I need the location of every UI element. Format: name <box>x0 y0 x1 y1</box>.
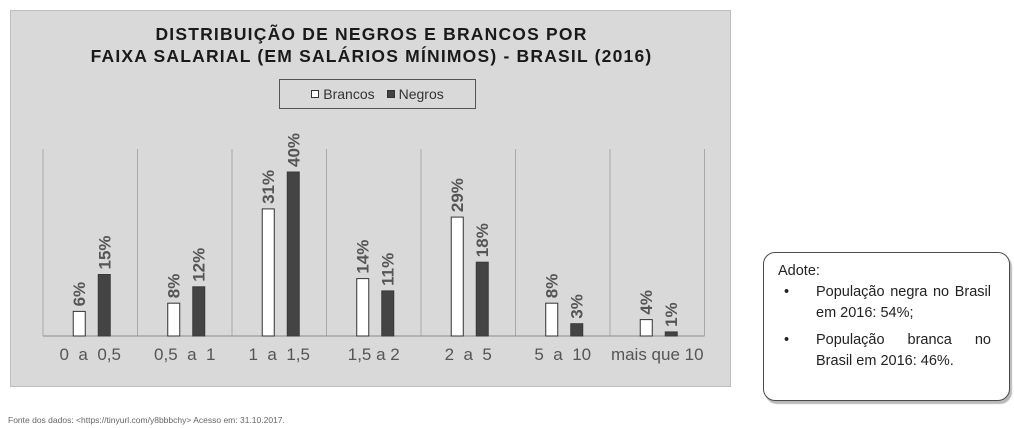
x-tick-label: 1,5 a 2 <box>348 345 400 364</box>
bullet-icon: • <box>784 332 790 348</box>
chart-title-line-1: DISTRIBUIÇÃO DE NEGROS E BRANCOS POR <box>155 24 588 44</box>
data-label-brancos: 31% <box>259 170 278 204</box>
adote-item-text: População branca no Brasil em 2016: 46%. <box>816 332 991 369</box>
data-label-brancos: 14% <box>354 240 373 274</box>
x-tick-label: 1 a 1,5 <box>249 345 310 364</box>
legend-label-negros: Negros <box>398 86 444 102</box>
bar-brancos <box>545 302 559 337</box>
chart-legend: Brancos Negros <box>279 79 476 109</box>
bar-negros <box>664 331 678 337</box>
adote-box: Adote: • População negra no Brasil em 201… <box>763 252 1010 401</box>
x-tick-label: 0 a 0,5 <box>60 345 121 364</box>
chart-panel: DISTRIBUIÇÃO DE NEGROS E BRANCOS POR FAI… <box>10 10 731 387</box>
x-tick-label: 2 a 5 <box>445 345 492 364</box>
data-label-negros: 12% <box>190 248 209 282</box>
adote-item-text: População negra no Brasil em 2016: 54%; <box>816 284 991 321</box>
legend-item-negros: Negros <box>386 86 444 102</box>
x-tick-label: 0,5 a 1 <box>154 345 215 364</box>
legend-swatch-negros <box>386 90 395 98</box>
legend-swatch-brancos <box>311 90 320 98</box>
data-label-brancos: 8% <box>543 274 562 299</box>
bar-brancos <box>167 302 181 337</box>
bullet-icon: • <box>784 284 790 300</box>
legend-label-brancos: Brancos <box>323 86 375 102</box>
chart-title-line-2: FAIXA SALARIAL (EM SALÁRIOS MÍNIMOS) - B… <box>90 46 653 66</box>
bar-chart-plot: 6% 15% 0 a 0,5 8% 12% 0,5 a 1 31% 40% 1 a 1,5 14%… <box>42 133 705 364</box>
bar-brancos <box>639 319 653 337</box>
data-label-brancos: 8% <box>165 274 184 299</box>
bar-brancos <box>356 278 370 337</box>
source-note: Fonte dos dados: <https://tinyurl.com/y8… <box>8 415 285 425</box>
bar-negros <box>286 171 300 337</box>
bar-brancos <box>261 208 275 337</box>
adote-list: • População negra no Brasil em 2016: 54%;… <box>778 282 991 372</box>
adote-item: • População negra no Brasil em 2016: 54%; <box>778 282 991 324</box>
data-label-negros: 40% <box>284 133 303 167</box>
bar-brancos <box>450 216 464 337</box>
bar-negros <box>570 323 584 337</box>
adote-item: • População branca no Brasil em 2016: 46%… <box>778 330 991 372</box>
legend-item-brancos: Brancos <box>311 86 375 102</box>
data-label-brancos: 29% <box>448 178 467 212</box>
data-label-negros: 15% <box>95 235 114 269</box>
data-label-brancos: 4% <box>637 290 656 315</box>
data-label-brancos: 6% <box>70 282 89 307</box>
data-label-negros: 1% <box>662 302 681 327</box>
x-tick-label: mais que 10 <box>611 345 704 364</box>
data-label-negros: 3% <box>568 294 587 319</box>
data-label-negros: 11% <box>379 253 398 286</box>
bar-brancos <box>72 310 86 337</box>
data-label-negros: 18% <box>473 223 492 257</box>
bar-negros <box>475 261 489 337</box>
bar-negros <box>192 286 206 337</box>
chart-title: DISTRIBUIÇÃO DE NEGROS E BRANCOS POR FAI… <box>11 23 732 67</box>
x-tick-label: 5 a 10 <box>534 345 591 364</box>
bar-negros <box>381 290 395 337</box>
adote-title: Adote: <box>778 263 820 279</box>
bar-negros <box>97 274 111 337</box>
